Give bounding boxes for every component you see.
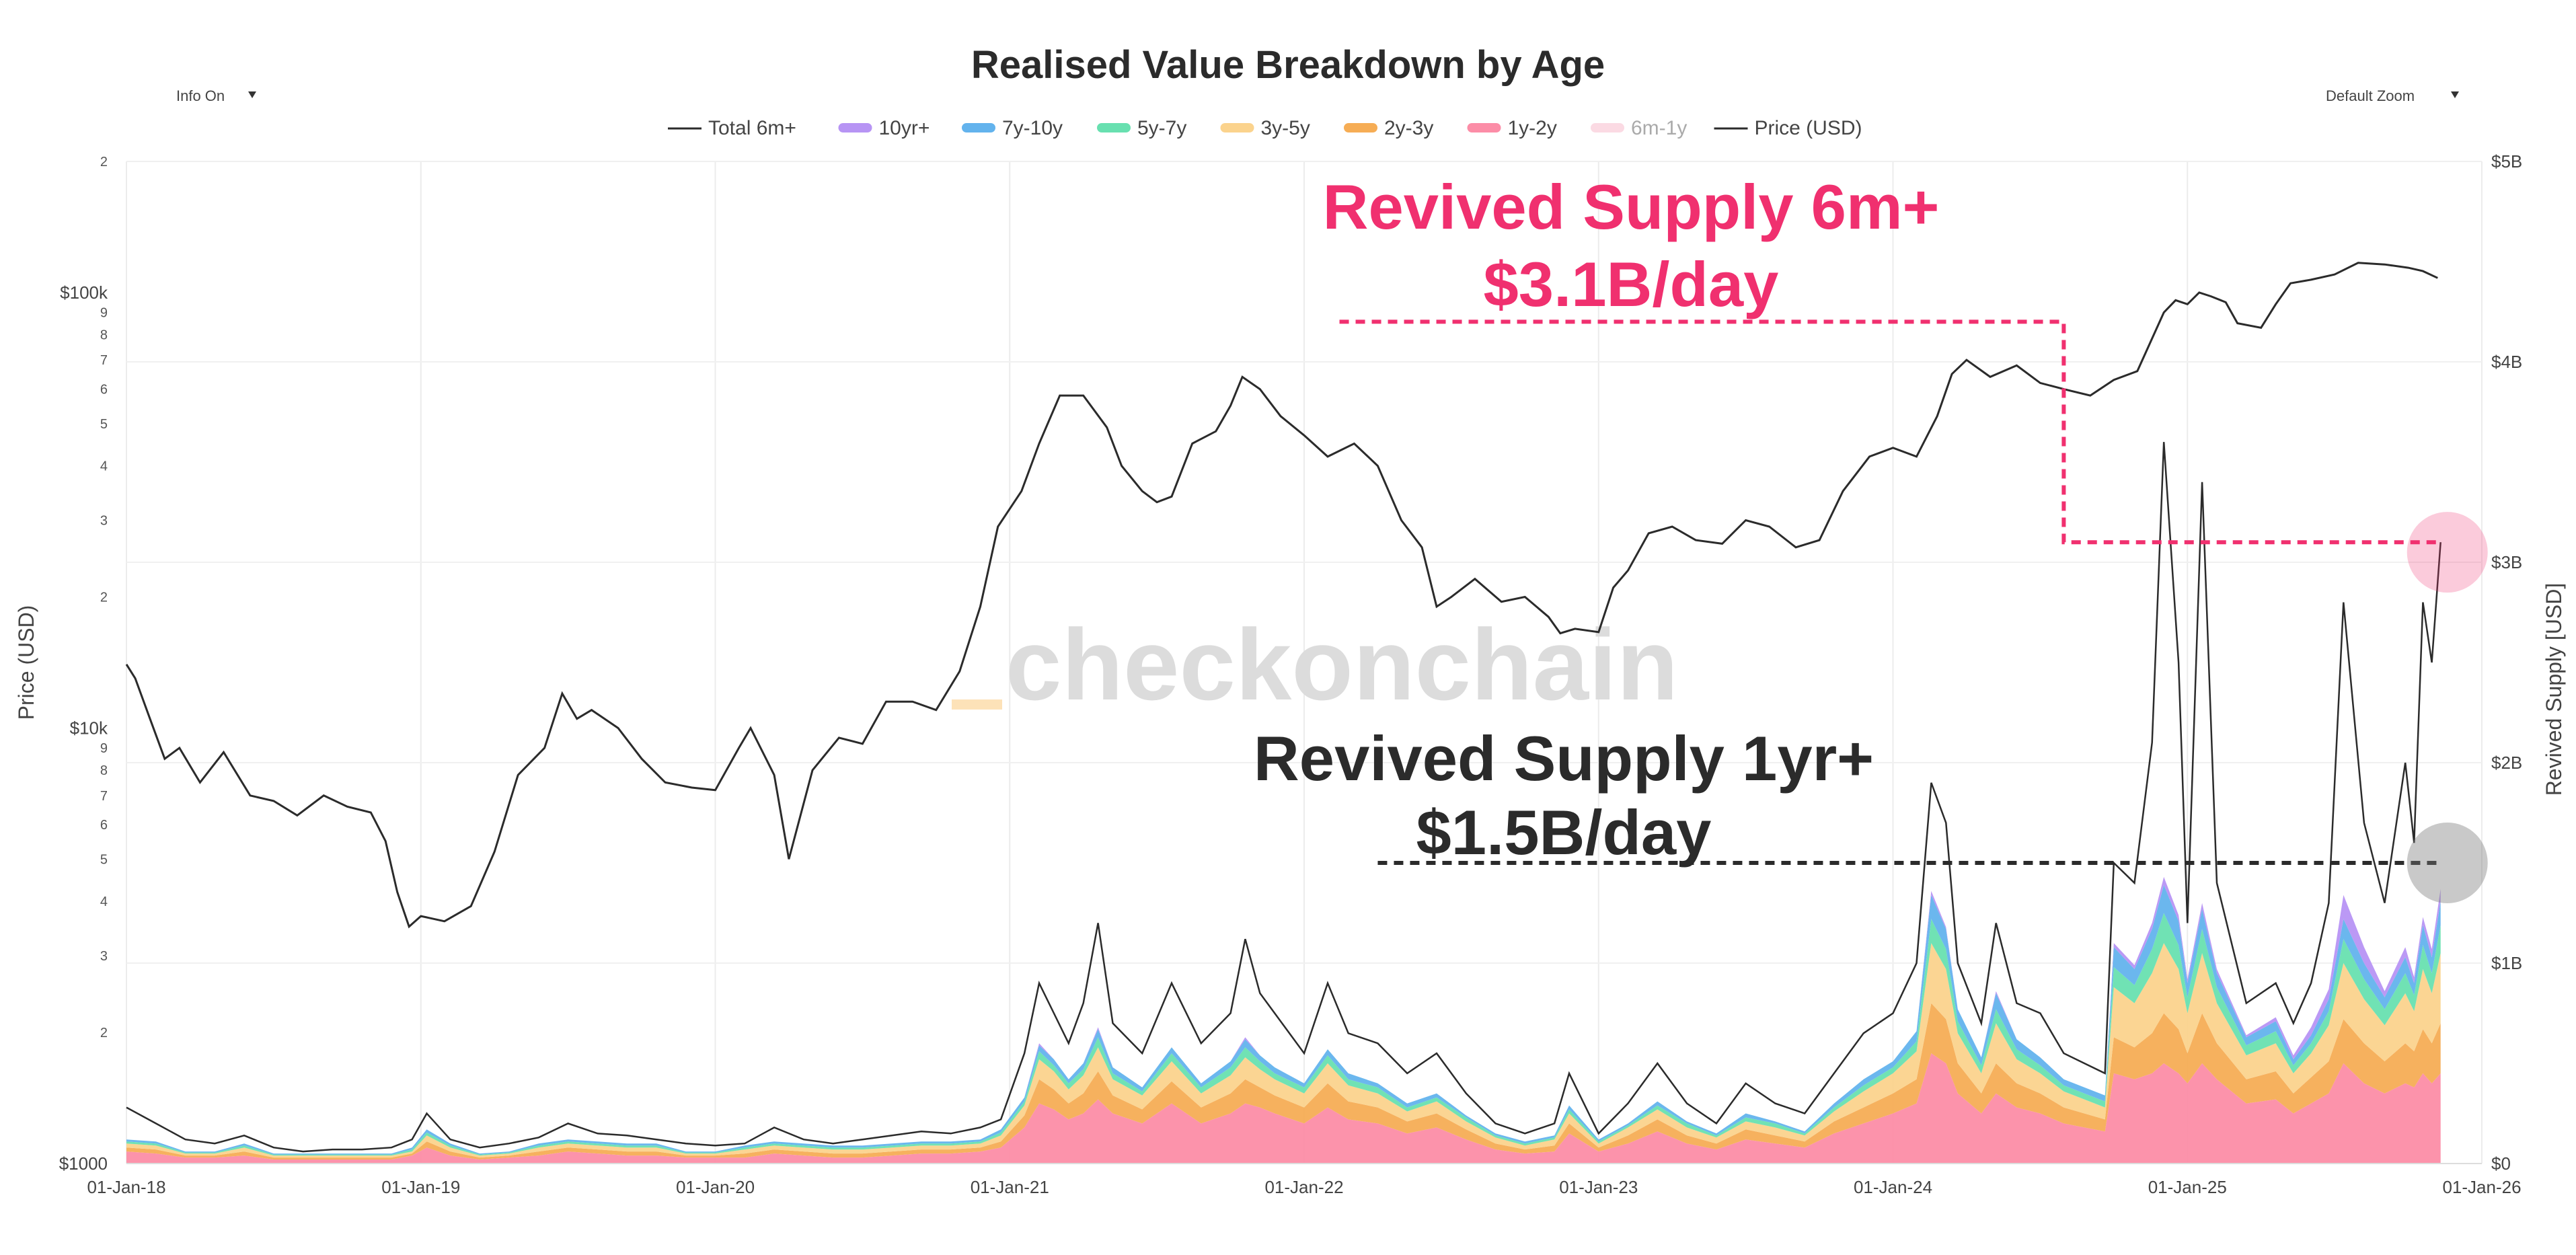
right-tick-label: $2B xyxy=(2491,753,2522,773)
left-minor-tick-label: 9 xyxy=(100,741,108,756)
right-tick-label: $5B xyxy=(2491,151,2522,172)
right-tick-label: $3B xyxy=(2491,552,2522,572)
info-toggle[interactable]: Info On xyxy=(161,79,269,112)
legend-item-total-6m-[interactable]: Total 6m+ xyxy=(668,117,796,139)
left-minor-tick-label: 8 xyxy=(100,328,108,343)
legend-item-5y-7y[interactable]: 5y-7y xyxy=(1097,117,1186,139)
price-line xyxy=(125,262,2438,929)
left-minor-tick-label: 9 xyxy=(100,306,108,321)
legend-swatch xyxy=(1220,123,1254,132)
x-tick-label: 01-Jan-26 xyxy=(2442,1177,2521,1197)
zoom-select-box[interactable] xyxy=(2314,79,2468,112)
legend-label: 5y-7y xyxy=(1137,117,1186,139)
area-2y-3y xyxy=(126,1003,2441,1159)
legend-label: Total 6m+ xyxy=(708,117,796,139)
legend-swatch xyxy=(838,123,872,132)
legend-label: 7y-10y xyxy=(1002,117,1063,139)
left-minor-tick-label: 7 xyxy=(100,353,108,368)
left-tick-label: $100k xyxy=(60,282,108,303)
legend-label: Price (USD) xyxy=(1755,117,1862,139)
left-minor-tick-label: 2 xyxy=(100,1026,108,1040)
info-toggle-label[interactable]: Info On xyxy=(176,87,225,104)
x-tick-label: 01-Jan-20 xyxy=(676,1177,755,1197)
revived-1yr-value: $1.5B/day xyxy=(1416,797,1712,868)
legend-item-10yr-[interactable]: 10yr+ xyxy=(838,117,930,139)
legend-item-7y-10y[interactable]: 7y-10y xyxy=(962,117,1063,139)
legend-swatch xyxy=(1344,123,1377,132)
left-minor-tick-label: 4 xyxy=(100,895,108,909)
x-tick-label: 01-Jan-23 xyxy=(1559,1177,1638,1197)
legend: Total 6m+ 10yr+ 7y-10y 5y-7y 3y-5y 2y-3y 1y-2y… xyxy=(668,117,1862,139)
total-6m-plus-line xyxy=(126,442,2441,1153)
chevron-down-icon[interactable] xyxy=(2451,91,2459,98)
left-tick-label: $10k xyxy=(70,718,108,738)
left-tick-label: $1000 xyxy=(59,1153,108,1174)
left-minor-tick-label: 3 xyxy=(100,949,108,964)
revived-6m-label: Revived Supply 6m+ xyxy=(1323,172,1940,242)
legend-swatch xyxy=(1591,123,1624,132)
legend-item-1y-2y[interactable]: 1y-2y xyxy=(1467,117,1557,139)
legend-label: 3y-5y xyxy=(1261,117,1310,139)
left-minor-tick-label: 4 xyxy=(100,459,108,474)
left-minor-tick-label: 7 xyxy=(100,789,108,804)
legend-label: 6m-1y xyxy=(1631,117,1687,139)
left-minor-tick-label: 2 xyxy=(100,591,108,605)
zoom-select-label[interactable]: Default Zoom xyxy=(2326,87,2415,104)
left-minor-tick-label: 6 xyxy=(100,818,108,833)
revived-6m-marker xyxy=(2407,512,2488,593)
revived-6m-value: $3.1B/day xyxy=(1484,249,1779,319)
legend-swatch xyxy=(1097,123,1131,132)
revived-1yr-label: Revived Supply 1yr+ xyxy=(1254,723,1874,794)
x-tick-label: 01-Jan-24 xyxy=(1854,1177,1932,1197)
area-3y-5y xyxy=(126,943,2441,1158)
grid xyxy=(126,161,2483,1164)
watermark-text: checkonchain xyxy=(1006,608,1678,721)
chevron-down-icon[interactable] xyxy=(248,91,256,98)
zoom-select[interactable]: Default Zoom xyxy=(2314,79,2468,112)
right-tick-label: $0 xyxy=(2491,1153,2511,1174)
chart-title: Realised Value Breakdown by Age xyxy=(971,43,1605,87)
left-minor-tick-label: 3 xyxy=(100,514,108,529)
area-1y-2y xyxy=(126,1053,2441,1164)
annotations: Revived Supply 6m+$3.1B/day Revived Suppl… xyxy=(1254,172,2488,903)
x-tick-label: 01-Jan-25 xyxy=(2148,1177,2227,1197)
legend-swatch xyxy=(962,123,995,132)
left-minor-tick-label: 8 xyxy=(100,763,108,778)
left-axis-title: Price (USD) xyxy=(14,605,38,720)
legend-item-price-usd-[interactable]: Price (USD) xyxy=(1714,117,1862,139)
right-tick-label: $4B xyxy=(2491,352,2522,372)
watermark-underscore xyxy=(952,699,1002,710)
legend-item-3y-5y[interactable]: 3y-5y xyxy=(1220,117,1310,139)
legend-label: 1y-2y xyxy=(1508,117,1557,139)
revived-6m-dashed-line xyxy=(1339,319,2441,545)
x-tick-label: 01-Jan-19 xyxy=(381,1177,460,1197)
left-minor-tick-label: 5 xyxy=(100,417,108,432)
series-lines xyxy=(125,262,2441,1153)
legend-item-6m-1y[interactable]: 6m-1y xyxy=(1591,117,1687,139)
legend-label: 2y-3y xyxy=(1384,117,1433,139)
revived-supply-areas xyxy=(126,876,2441,1164)
legend-item-2y-3y[interactable]: 2y-3y xyxy=(1344,117,1433,139)
x-tick-label: 01-Jan-18 xyxy=(87,1177,165,1197)
right-tick-label: $1B xyxy=(2491,953,2522,973)
legend-label: 10yr+ xyxy=(879,117,930,139)
watermark: checkonchain xyxy=(952,608,1678,721)
axes: 01-Jan-18 01-Jan-19 01-Jan-20 01-Jan-21 01-J… xyxy=(14,151,2566,1197)
x-tick-label: 01-Jan-22 xyxy=(1264,1177,1343,1197)
x-tick-label: 01-Jan-21 xyxy=(971,1177,1049,1197)
legend-swatch xyxy=(1467,123,1501,132)
revived-1yr-marker xyxy=(2407,823,2488,903)
left-minor-tick-label: 5 xyxy=(100,852,108,867)
left-minor-tick-label: 2 xyxy=(100,155,108,169)
left-minor-tick-label: 6 xyxy=(100,383,108,397)
right-axis-title: Revived Supply [USD] xyxy=(2542,583,2566,796)
